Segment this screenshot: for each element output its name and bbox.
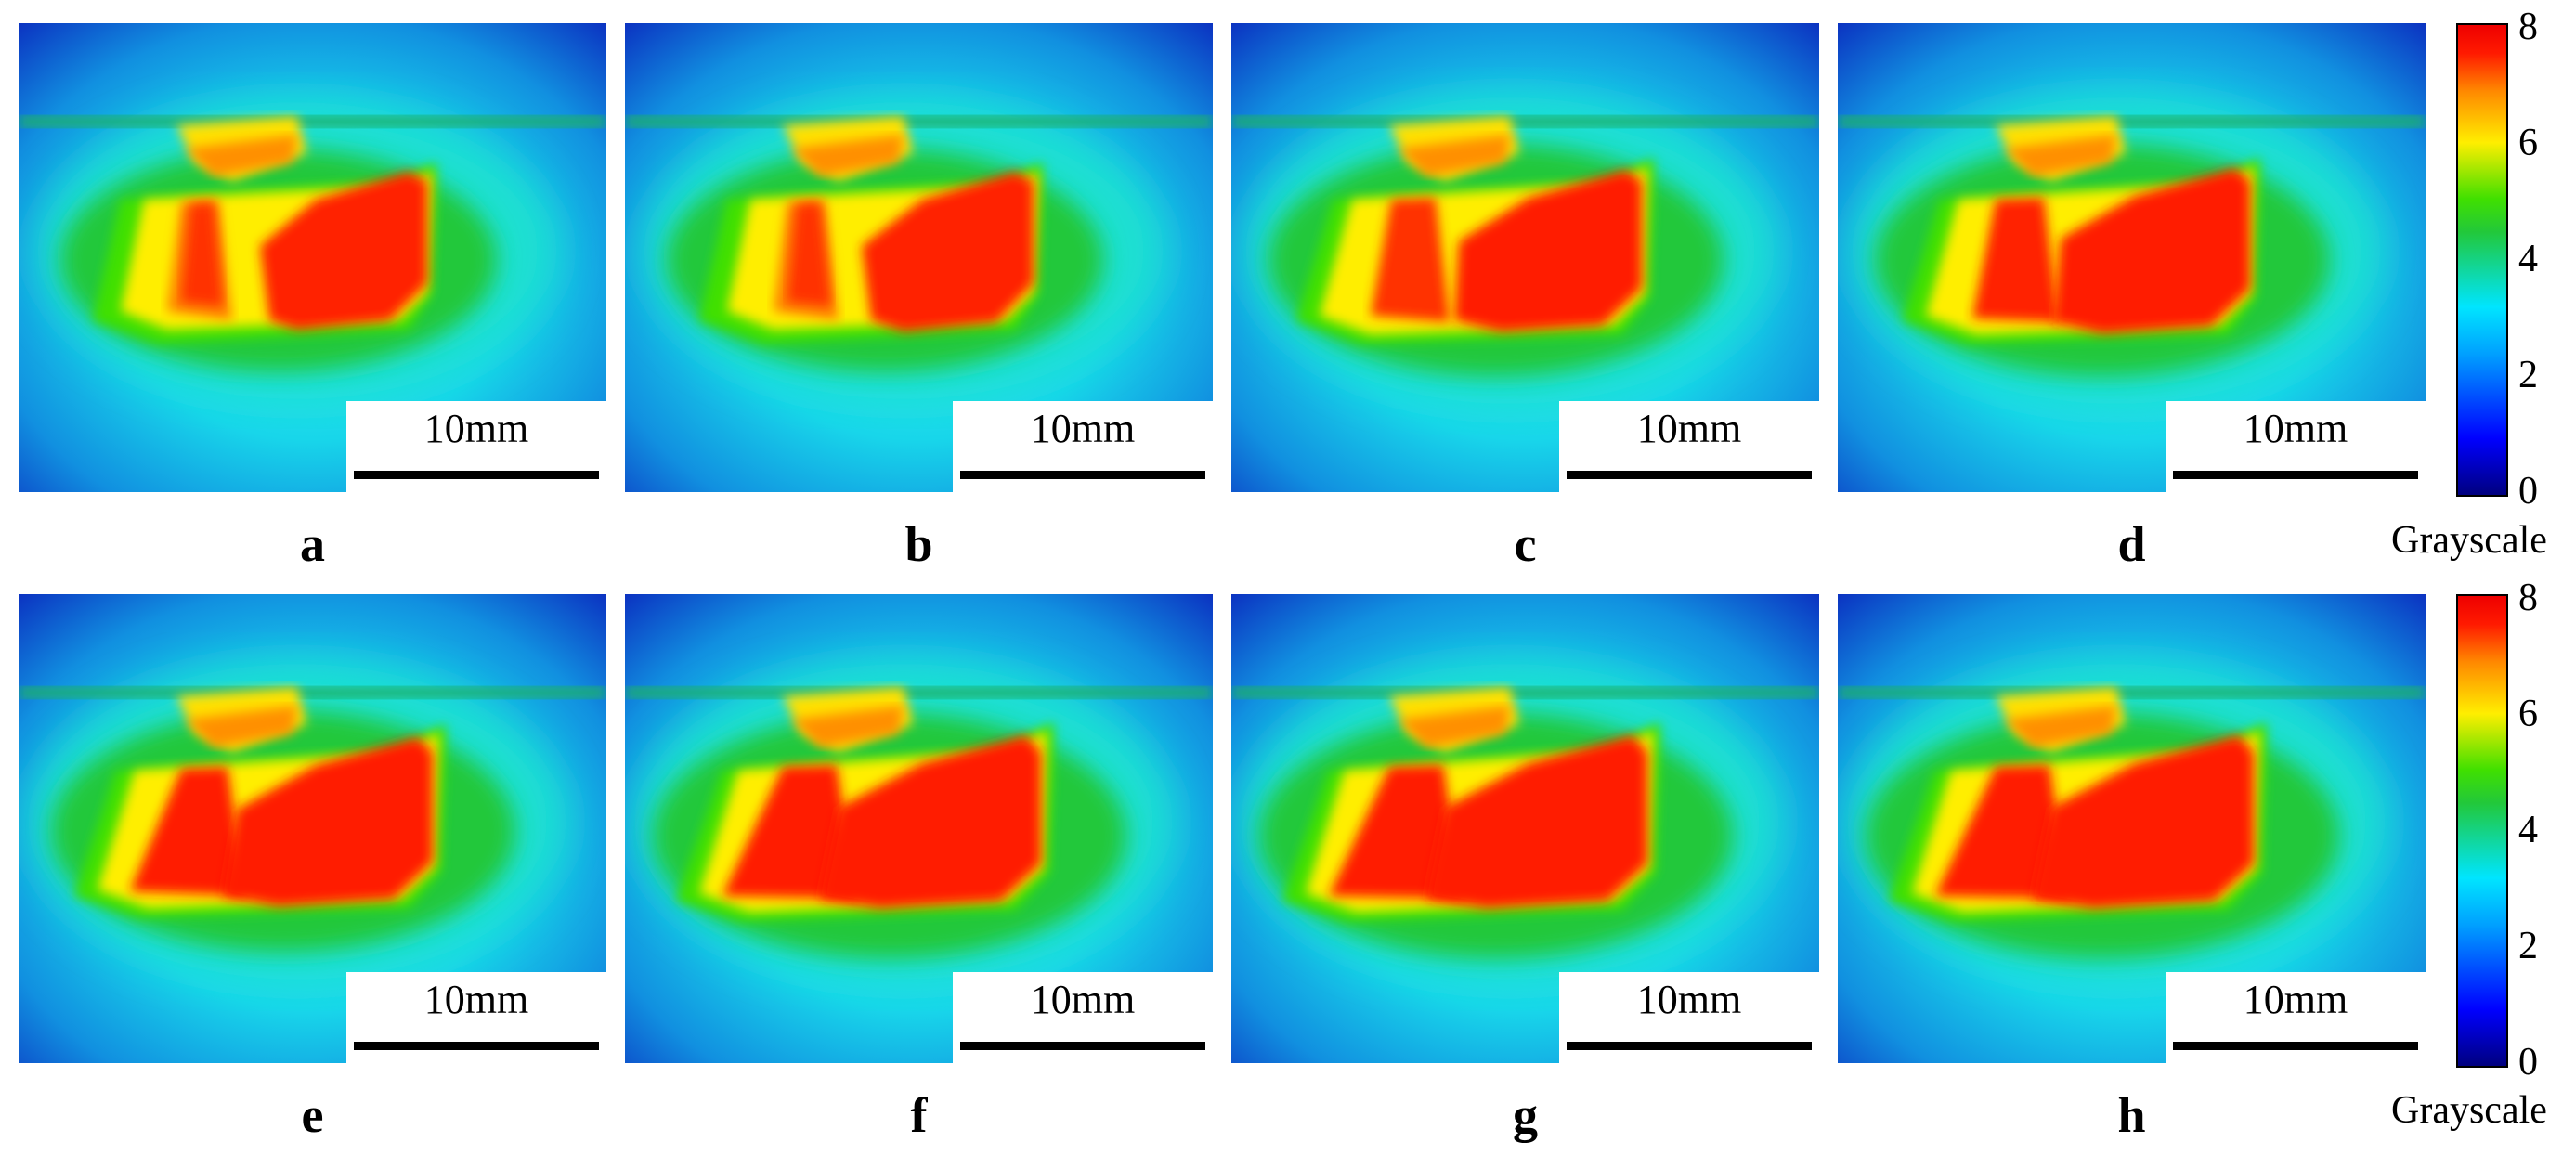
scale-bar-label: 10mm bbox=[2243, 406, 2348, 451]
colorbar-top bbox=[2456, 23, 2508, 497]
panel-label-d: d bbox=[2117, 516, 2146, 572]
colorbar-bottom-tick: 0 bbox=[2518, 1041, 2538, 1084]
colorbar-top-tick: 6 bbox=[2518, 122, 2538, 164]
thermal-panel-b: 10mm bbox=[625, 23, 1213, 492]
scale-bar-label: 10mm bbox=[423, 406, 529, 451]
scale-bar-line bbox=[1567, 471, 1812, 479]
colorbar-top-tick: 0 bbox=[2518, 470, 2538, 513]
scale-bar-line bbox=[1567, 1042, 1812, 1050]
scale-bar-label: 10mm bbox=[1636, 977, 1742, 1022]
colorbar-bottom-tick: 2 bbox=[2518, 925, 2538, 967]
thermal-image bbox=[625, 594, 1213, 1063]
colorbar-top-tick: 8 bbox=[2518, 6, 2538, 48]
scale-bar-label: 10mm bbox=[423, 977, 529, 1022]
panel-label-e: e bbox=[301, 1087, 324, 1143]
scale-bar: 10mm bbox=[2166, 972, 2426, 1063]
thermal-panel-a: 10mm bbox=[19, 23, 606, 492]
panel-label-h: h bbox=[2117, 1087, 2146, 1143]
colorbar-bottom-title: Grayscale bbox=[2391, 1089, 2547, 1132]
panel-label-b: b bbox=[904, 516, 933, 572]
scale-bar: 10mm bbox=[346, 972, 606, 1063]
thermal-panel-f: 10mm bbox=[625, 594, 1213, 1063]
panel-label-g: g bbox=[1513, 1087, 1538, 1143]
colorbar-bottom-tick: 8 bbox=[2518, 577, 2538, 619]
scale-bar: 10mm bbox=[2166, 401, 2426, 492]
thermal-image bbox=[1231, 23, 1819, 492]
scale-bar-line bbox=[354, 471, 599, 479]
scale-bar: 10mm bbox=[1559, 401, 1819, 492]
colorbar-bottom-tick: 4 bbox=[2518, 809, 2538, 851]
scale-bar-label: 10mm bbox=[1030, 977, 1136, 1022]
thermal-panel-c: 10mm bbox=[1231, 23, 1819, 492]
panel-label-a: a bbox=[300, 516, 325, 572]
scale-bar-label: 10mm bbox=[1030, 406, 1136, 451]
scale-bar-line bbox=[960, 471, 1205, 479]
thermal-image bbox=[625, 23, 1213, 492]
colorbar-top-title: Grayscale bbox=[2391, 519, 2547, 562]
scale-bar: 10mm bbox=[1559, 972, 1819, 1063]
scale-bar: 10mm bbox=[953, 972, 1213, 1063]
scale-bar-label: 10mm bbox=[1636, 406, 1742, 451]
panel-label-f: f bbox=[910, 1087, 928, 1143]
scale-bar: 10mm bbox=[953, 401, 1213, 492]
colorbar-bottom-tick: 6 bbox=[2518, 693, 2538, 735]
thermal-panel-d: 10mm bbox=[1838, 23, 2426, 492]
colorbar-top-tick: 2 bbox=[2518, 354, 2538, 396]
scale-bar: 10mm bbox=[346, 401, 606, 492]
scale-bar-line bbox=[354, 1042, 599, 1050]
scale-bar-label: 10mm bbox=[2243, 977, 2348, 1022]
scale-bar-line bbox=[2173, 1042, 2418, 1050]
thermal-panel-e: 10mm bbox=[19, 594, 606, 1063]
panel-label-c: c bbox=[1514, 516, 1537, 572]
thermal-panel-g: 10mm bbox=[1231, 594, 1819, 1063]
colorbar-top-tick: 4 bbox=[2518, 238, 2538, 280]
scale-bar-line bbox=[960, 1042, 1205, 1050]
colorbar-gradient bbox=[2458, 596, 2506, 1066]
colorbar-bottom bbox=[2456, 594, 2508, 1068]
scale-bar-line bbox=[2173, 471, 2418, 479]
colorbar-gradient bbox=[2458, 25, 2506, 495]
thermal-panel-h: 10mm bbox=[1838, 594, 2426, 1063]
thermal-image bbox=[19, 23, 606, 492]
